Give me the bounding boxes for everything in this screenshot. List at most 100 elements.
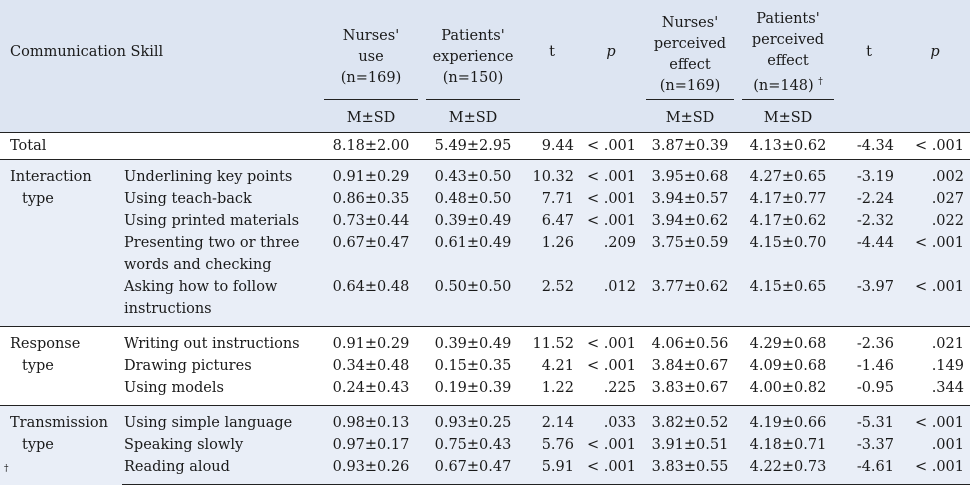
table-cell: 0.97±0.17 (320, 434, 422, 456)
table-cell: < .001 (580, 456, 642, 485)
header-p1: p (580, 0, 642, 104)
table-cell: 1.26 (524, 232, 580, 276)
table-cell: < .001 (900, 456, 970, 485)
table-cell: 9.44 (524, 132, 580, 160)
table-cell: .021 (900, 326, 970, 355)
header-p2: p (900, 0, 970, 104)
table-cell: 0.98±0.13 (320, 405, 422, 434)
table-cell: 4.29±0.68 (738, 326, 838, 355)
table-row-total: Total 8.18±2.00 5.49±2.95 9.44 < .001 3.87±0.… (0, 132, 970, 160)
table-cell: < .001 (580, 188, 642, 210)
table-cell: 0.39±0.49 (422, 326, 524, 355)
table-cell: 4.19±0.66 (738, 405, 838, 434)
table-cell: 2.14 (524, 405, 580, 434)
group-label: Interaction type (0, 159, 122, 327)
table-cell: -4.61 (838, 456, 900, 485)
table-row: Reading aloud 0.93±0.26 0.67±0.47 5.91 < .00… (0, 456, 970, 485)
table-cell: 0.50±0.50 (422, 276, 524, 327)
table-cell: 0.64±0.48 (320, 276, 422, 327)
table-cell: 6.47 (524, 210, 580, 232)
table-cell: < .001 (580, 326, 642, 355)
header-patients-effect: Patients' perceived effect (n=148) † (738, 0, 838, 104)
table-cell: .002 (900, 159, 970, 188)
table-cell: -2.32 (838, 210, 900, 232)
item-label: Using teach-back (122, 188, 320, 210)
msd-label: M±SD (422, 104, 524, 133)
header-patients-experience: Patients' experience (n=150) (422, 0, 524, 104)
table-cell: 0.73±0.44 (320, 210, 422, 232)
table-row: Drawing pictures 0.34±0.48 0.15±0.35 4.21 < … (0, 355, 970, 377)
table-cell: .012 (580, 276, 642, 327)
table-cell: -3.37 (838, 434, 900, 456)
table-cell: -0.95 (838, 377, 900, 406)
table-cell: < .001 (580, 159, 642, 188)
table-cell: -2.36 (838, 326, 900, 355)
item-label: Using printed materials (122, 210, 320, 232)
table-cell: .001 (900, 434, 970, 456)
table-cell: 0.67±0.47 (422, 456, 524, 485)
table-cell: 4.27±0.65 (738, 159, 838, 188)
table-cell: 3.83±0.67 (642, 377, 738, 406)
table-cell: -4.44 (838, 232, 900, 276)
table-row: Using teach-back 0.86±0.35 0.48±0.50 7.71 < … (0, 188, 970, 210)
table-cell: 3.91±0.51 (642, 434, 738, 456)
table-cell: 2.52 (524, 276, 580, 327)
row-label-total: Total (0, 132, 320, 160)
table-cell: .022 (900, 210, 970, 232)
group-label: Response type (0, 326, 122, 406)
table-cell: 4.00±0.82 (738, 377, 838, 406)
table-cell: 0.75±0.43 (422, 434, 524, 456)
group-label: Transmission type (0, 405, 122, 485)
table-cell: 0.67±0.47 (320, 232, 422, 276)
table-cell: < .001 (900, 276, 970, 327)
table-cell: .344 (900, 377, 970, 406)
table-cell: 4.13±0.62 (738, 132, 838, 160)
table-cell: 0.19±0.39 (422, 377, 524, 406)
item-label: Underlining key points (122, 159, 320, 188)
table-row: Using printed materials 0.73±0.44 0.39±0.4… (0, 210, 970, 232)
table-cell: .209 (580, 232, 642, 276)
table-cell: .033 (580, 405, 642, 434)
table-cell: 3.84±0.67 (642, 355, 738, 377)
table-cell: 4.17±0.77 (738, 188, 838, 210)
footnote: † (4, 464, 9, 474)
table-cell: 3.87±0.39 (642, 132, 738, 160)
table-cell: 7.71 (524, 188, 580, 210)
table-cell: < .001 (900, 232, 970, 276)
item-label: Using simple language (122, 405, 320, 434)
item-label: Presenting two or three words and checkin… (122, 232, 320, 276)
table-row: Asking how to follow instructions 0.64±0.4… (0, 276, 970, 327)
table-cell: -4.34 (838, 132, 900, 160)
table-cell: < .001 (580, 132, 642, 160)
table-cell: 3.75±0.59 (642, 232, 738, 276)
table-cell: < .001 (580, 355, 642, 377)
item-label: Using models (122, 377, 320, 406)
table-cell: -3.97 (838, 276, 900, 327)
table-cell: 0.15±0.35 (422, 355, 524, 377)
table-cell: 4.15±0.65 (738, 276, 838, 327)
table-cell: 5.76 (524, 434, 580, 456)
item-label: Speaking slowly (122, 434, 320, 456)
item-label: Writing out instructions (122, 326, 320, 355)
table-cell: 3.94±0.62 (642, 210, 738, 232)
table-cell: 3.94±0.57 (642, 188, 738, 210)
table-cell: 3.77±0.62 (642, 276, 738, 327)
table-cell: 0.48±0.50 (422, 188, 524, 210)
table-cell: 11.52 (524, 326, 580, 355)
table-cell: -3.19 (838, 159, 900, 188)
table-cell: 4.09±0.68 (738, 355, 838, 377)
header-t1: t (524, 0, 580, 104)
table-cell: -5.31 (838, 405, 900, 434)
table-cell: 0.93±0.26 (320, 456, 422, 485)
table-cell: .225 (580, 377, 642, 406)
item-label: Reading aloud (122, 456, 320, 485)
table-cell: 0.39±0.49 (422, 210, 524, 232)
table-cell: 4.18±0.71 (738, 434, 838, 456)
table-cell: 5.49±2.95 (422, 132, 524, 160)
table-cell: 0.93±0.25 (422, 405, 524, 434)
table-row: Speaking slowly 0.97±0.17 0.75±0.43 5.76 < .… (0, 434, 970, 456)
table-cell: 3.95±0.68 (642, 159, 738, 188)
table-cell: 8.18±2.00 (320, 132, 422, 160)
table-cell: 0.43±0.50 (422, 159, 524, 188)
